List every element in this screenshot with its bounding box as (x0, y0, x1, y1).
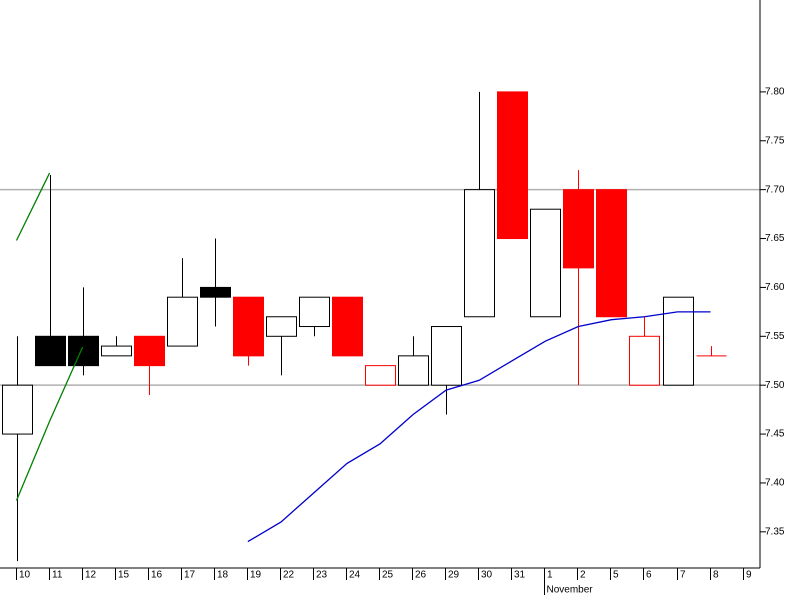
candle-body (563, 189, 594, 269)
candle-body (663, 296, 694, 386)
y-tick-label: 7.70 (765, 184, 785, 195)
y-tick-label: 7.55 (765, 331, 785, 342)
x-tick-label: 19 (250, 570, 262, 581)
candle-body (200, 286, 231, 298)
x-tick-label: 22 (283, 570, 295, 581)
y-tick-label: 7.80 (765, 87, 785, 98)
x-tick-label: 15 (118, 570, 130, 581)
x-tick-label: 8 (713, 570, 719, 581)
x-tick-label: 10 (19, 570, 31, 581)
candle-body (266, 316, 297, 337)
line-series (247, 311, 711, 543)
x-tick-label: 26 (415, 570, 427, 581)
candle-body (431, 326, 462, 386)
candle-body (629, 335, 660, 386)
x-tick-label: 16 (151, 570, 163, 581)
candle-body (101, 345, 132, 357)
x-tick-label: 29 (448, 570, 460, 581)
candle-body (68, 335, 99, 367)
candle-body (365, 365, 396, 386)
x-tick-label: 30 (481, 570, 493, 581)
x-tick-label: 9 (746, 570, 752, 581)
y-tick-label: 7.65 (765, 233, 785, 244)
x-tick-label: 18 (217, 570, 229, 581)
y-tick-label: 7.35 (765, 526, 785, 537)
line-series (15, 172, 51, 241)
candle-body (497, 91, 528, 240)
x-tick-label: 7 (680, 570, 686, 581)
x-tick-label: 6 (646, 570, 652, 581)
candle-body (596, 189, 627, 318)
x-tick-label: 2 (580, 570, 586, 581)
x-tick-label: 12 (85, 570, 97, 581)
x-tick-label: 5 (613, 570, 619, 581)
x-tick-label: 23 (316, 570, 328, 581)
y-tick-label: 7.40 (765, 478, 785, 489)
y-tick-label: 7.60 (765, 282, 785, 293)
x-tick-label: 11 (52, 570, 63, 581)
month-label: November (547, 585, 594, 595)
y-tick-label: 7.45 (765, 429, 785, 440)
x-tick-label: 25 (382, 570, 394, 581)
candle-body (233, 296, 264, 357)
candle-body (167, 296, 198, 347)
candle-body (398, 355, 429, 386)
candle-body (332, 296, 363, 357)
candle-body (35, 335, 66, 367)
candle-body (134, 335, 165, 367)
candle-body (530, 208, 561, 318)
candle-body (464, 189, 495, 318)
candle-body (2, 384, 33, 435)
x-tick-label: 17 (184, 570, 196, 581)
y-tick-label: 7.50 (765, 380, 785, 391)
x-tick-label: 24 (349, 570, 361, 581)
y-tick-label: 7.75 (765, 135, 785, 146)
candle-body (299, 296, 330, 328)
x-tick-label: 31 (514, 570, 526, 581)
line-series (15, 346, 84, 501)
x-tick-label: 1 (547, 570, 553, 581)
